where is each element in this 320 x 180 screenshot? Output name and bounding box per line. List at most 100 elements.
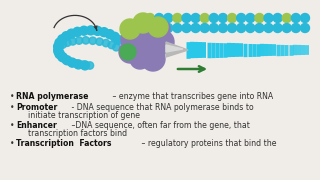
Circle shape <box>148 17 168 37</box>
Circle shape <box>114 35 123 44</box>
Circle shape <box>219 14 228 22</box>
Circle shape <box>150 19 170 39</box>
Polygon shape <box>166 45 183 52</box>
Circle shape <box>69 38 76 45</box>
Circle shape <box>86 26 95 35</box>
Circle shape <box>300 24 309 33</box>
Circle shape <box>264 24 273 33</box>
Circle shape <box>75 37 83 44</box>
Circle shape <box>58 53 67 62</box>
Circle shape <box>62 32 71 41</box>
Circle shape <box>100 28 108 37</box>
Circle shape <box>105 30 114 39</box>
Circle shape <box>264 14 273 22</box>
Circle shape <box>164 24 173 33</box>
Circle shape <box>96 38 103 45</box>
Circle shape <box>255 14 264 22</box>
Circle shape <box>56 43 63 50</box>
Text: – enzyme that transcribes gene into RNA: – enzyme that transcribes gene into RNA <box>109 92 273 101</box>
Circle shape <box>146 14 155 22</box>
Circle shape <box>246 14 255 22</box>
Circle shape <box>64 39 71 46</box>
Circle shape <box>130 49 150 69</box>
Circle shape <box>121 26 147 52</box>
Circle shape <box>59 41 67 48</box>
Circle shape <box>67 58 74 66</box>
Circle shape <box>81 61 90 70</box>
Circle shape <box>237 24 246 33</box>
Circle shape <box>119 41 141 63</box>
Text: RNA polymerase: RNA polymerase <box>16 92 89 101</box>
Circle shape <box>73 60 80 67</box>
Circle shape <box>282 24 291 33</box>
Polygon shape <box>166 42 188 57</box>
Circle shape <box>67 29 76 38</box>
Text: - DNA sequence that RNA polymerase binds to: - DNA sequence that RNA polymerase binds… <box>69 103 254 112</box>
Text: •: • <box>10 103 14 112</box>
Text: Enhancer: Enhancer <box>16 121 57 130</box>
Circle shape <box>209 24 218 33</box>
Circle shape <box>141 47 165 71</box>
Circle shape <box>55 38 64 47</box>
Circle shape <box>54 42 63 51</box>
Circle shape <box>108 41 115 49</box>
Circle shape <box>228 14 236 22</box>
Circle shape <box>102 39 110 47</box>
Circle shape <box>237 14 246 22</box>
Circle shape <box>54 46 62 53</box>
Circle shape <box>200 24 209 33</box>
Circle shape <box>173 14 182 22</box>
Text: Promoter: Promoter <box>16 103 57 112</box>
Circle shape <box>86 62 94 69</box>
Circle shape <box>130 29 166 65</box>
Circle shape <box>89 37 96 44</box>
Circle shape <box>282 14 291 22</box>
Circle shape <box>54 46 63 55</box>
Circle shape <box>191 14 200 22</box>
Circle shape <box>182 14 191 22</box>
Circle shape <box>79 61 87 68</box>
Circle shape <box>255 24 264 33</box>
Circle shape <box>228 24 236 33</box>
Text: – regulatory proteins that bind the: – regulatory proteins that bind the <box>139 139 277 148</box>
Circle shape <box>219 24 228 33</box>
Circle shape <box>132 18 154 40</box>
Circle shape <box>200 14 209 22</box>
Circle shape <box>62 56 71 65</box>
Circle shape <box>120 44 136 60</box>
Circle shape <box>292 14 300 22</box>
Circle shape <box>58 53 65 61</box>
Circle shape <box>300 14 309 22</box>
Circle shape <box>58 35 67 44</box>
Circle shape <box>68 58 77 67</box>
Circle shape <box>62 56 69 63</box>
Circle shape <box>110 32 119 41</box>
Circle shape <box>55 51 63 58</box>
Text: –DNA sequence, often far from the gene, that: –DNA sequence, often far from the gene, … <box>69 121 250 130</box>
Circle shape <box>120 19 140 39</box>
Circle shape <box>273 14 282 22</box>
Circle shape <box>173 24 182 33</box>
Text: •: • <box>10 121 14 130</box>
Circle shape <box>113 44 120 51</box>
Text: initiate transcription of gene: initiate transcription of gene <box>28 111 140 120</box>
Circle shape <box>146 24 155 33</box>
Text: •: • <box>10 92 14 101</box>
Circle shape <box>191 24 200 33</box>
Circle shape <box>150 30 174 54</box>
Circle shape <box>164 14 173 22</box>
Circle shape <box>273 24 282 33</box>
Circle shape <box>54 48 61 56</box>
Circle shape <box>292 24 300 33</box>
Circle shape <box>209 14 218 22</box>
Circle shape <box>155 14 164 22</box>
Text: Transcription  Factors: Transcription Factors <box>16 139 111 148</box>
Circle shape <box>133 13 153 33</box>
Circle shape <box>155 24 164 33</box>
Circle shape <box>246 24 255 33</box>
Text: transcription factors bind: transcription factors bind <box>28 129 127 138</box>
Text: •: • <box>10 139 14 148</box>
Circle shape <box>55 49 64 58</box>
Circle shape <box>74 60 83 69</box>
Circle shape <box>93 26 102 35</box>
